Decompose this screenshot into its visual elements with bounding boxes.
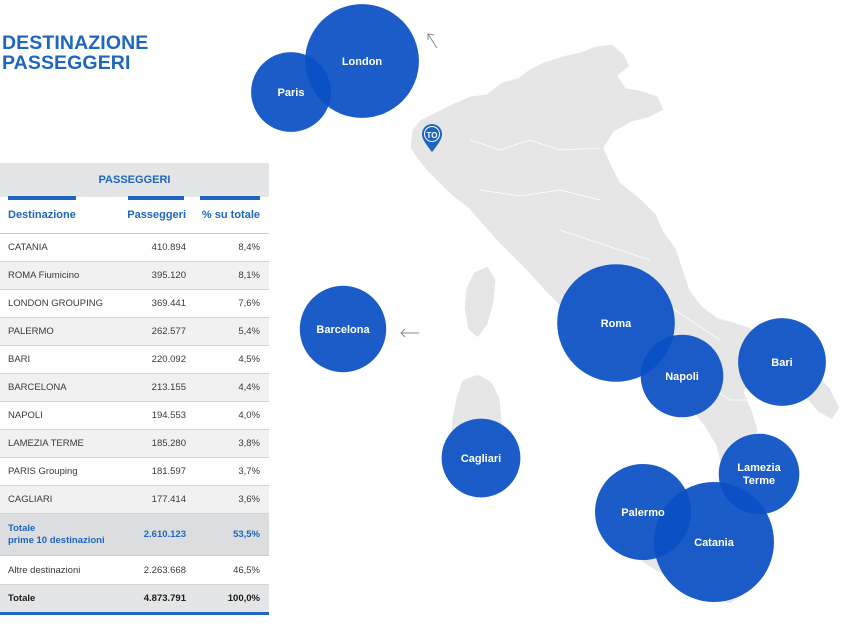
row-passengers: 262.577: [151, 326, 186, 337]
passengers-table: PASSEGGERI Destinazione Passeggeri % su …: [0, 163, 269, 615]
group-header-label: PASSEGGERI: [98, 174, 171, 186]
bubble-label-napoli: Napoli: [665, 371, 699, 383]
col-passengers: Passeggeri: [127, 209, 186, 221]
other-passengers: 2.263.668: [143, 564, 186, 576]
bubble-label-lamezia-terme: Lamezia Terme: [737, 462, 781, 487]
row-share: 5,4%: [238, 326, 260, 337]
bubble-label-roma: Roma: [601, 318, 632, 330]
other-label: Altre destinazioni: [8, 564, 81, 576]
row-share: 4,5%: [238, 354, 260, 365]
bubble-label-paris: Paris: [278, 87, 305, 99]
table-group-header: PASSEGGERI: [0, 163, 269, 200]
row-passengers: 213.155: [151, 382, 186, 393]
bubble-label-bari: Bari: [771, 357, 792, 369]
row-destination: BARCELONA: [8, 382, 67, 393]
row-destination: BARI: [8, 354, 31, 365]
table-row: LAMEZIA TERME 185.280 3,8%: [0, 430, 269, 458]
total-underline: [0, 612, 269, 615]
title-line-2: PASSEGGERI: [2, 52, 131, 74]
bubble-barcelona: [299, 285, 387, 373]
subtotal-label: Totale prime 10 destinazioni: [0, 523, 120, 547]
column-headers: Destinazione Passeggeri % su totale: [0, 197, 269, 234]
row-passengers: 395.120: [151, 270, 186, 281]
row-destination: CATANIA: [8, 242, 48, 253]
total-passengers: 4.873.791: [143, 593, 186, 604]
row-passengers: 194.553: [151, 410, 186, 421]
bubble-label-cagliari: Cagliari: [461, 453, 501, 465]
row-share: 3,7%: [238, 466, 260, 477]
row-destination: CAGLIARI: [8, 494, 53, 505]
row-passengers: 410.894: [151, 242, 186, 253]
row-share: 4,0%: [238, 410, 260, 421]
row-passengers: 181.597: [151, 466, 186, 477]
table-row: CAGLIARI 177.414 3,6%: [0, 486, 269, 514]
row-share: 3,8%: [238, 438, 260, 449]
bubble-roma: [557, 264, 675, 382]
bubble-napoli: [640, 334, 724, 418]
destination-bubbles: London Paris Barcelona Roma Napoli Bari Caglia…: [251, 4, 826, 602]
arrow-barcelona: [400, 328, 419, 338]
bubble-label-palermo: Palermo: [621, 507, 665, 519]
title-line-1: DESTINAZIONE: [2, 32, 149, 54]
col-destination: Destinazione: [8, 209, 76, 221]
col-share: % su totale: [201, 209, 260, 221]
subtotal-passengers: 2.610.123: [143, 528, 186, 540]
origin-marker-icon: TO: [422, 124, 442, 152]
row-passengers: 369.441: [151, 298, 186, 309]
row-share: 3,6%: [238, 494, 260, 505]
subtotal-label-line1: Totale: [8, 522, 36, 534]
row-share: 8,4%: [238, 242, 260, 253]
header-underlines: [0, 196, 269, 201]
bubble-bari: [738, 318, 826, 406]
other-share: 46,5%: [233, 564, 260, 576]
bubble-paris: [251, 52, 331, 132]
bubble-label-london: London: [342, 56, 383, 68]
row-destination: LONDON GROUPING: [8, 298, 104, 309]
row-share: 7,6%: [238, 298, 260, 309]
total-label: Totale: [8, 593, 36, 604]
bubble-label-catania: Catania: [694, 537, 735, 549]
table-row: ROMA Fiumicino 395.120 8,1%: [0, 262, 269, 290]
subtotal-row: Totale prime 10 destinazioni 2.610.123 5…: [0, 514, 269, 556]
bubble-london: [305, 4, 419, 118]
row-destination: NAPOLI: [8, 410, 43, 421]
bubble-label-barcelona: Barcelona: [316, 324, 370, 336]
bubble-catania: [654, 482, 774, 602]
table-row: LONDON GROUPING 369.441 7,6%: [0, 290, 269, 318]
row-destination: PALERMO: [8, 326, 54, 337]
row-destination: LAMEZIA TERME: [8, 438, 84, 449]
subtotal-label-line2: prime 10 destinazioni: [8, 534, 105, 546]
row-passengers: 177.414: [151, 494, 186, 505]
row-share: 4,4%: [238, 382, 260, 393]
page-title: DESTINAZIONE PASSEGGERI: [2, 33, 148, 73]
row-destination: ROMA Fiumicino: [8, 270, 80, 281]
total-row: Totale 4.873.791 100,0%: [0, 585, 269, 612]
bubble-cagliari: [441, 418, 521, 498]
row-passengers: 220.092: [151, 354, 186, 365]
other-row: Altre destinazioni 2.263.668 46,5%: [0, 556, 269, 585]
origin-marker-label: TO: [427, 131, 438, 140]
table-row: BARI 220.092 4,5%: [0, 346, 269, 374]
row-passengers: 185.280: [151, 438, 186, 449]
table-row: BARCELONA 213.155 4,4%: [0, 374, 269, 402]
subtotal-share: 53,5%: [233, 528, 260, 540]
row-destination: PARIS Grouping: [8, 466, 78, 477]
arrow-london: [427, 33, 438, 49]
table-row: PALERMO 262.577 5,4%: [0, 318, 269, 346]
table-row: CATANIA 410.894 8,4%: [0, 234, 269, 262]
row-share: 8,1%: [238, 270, 260, 281]
total-share: 100,0%: [227, 593, 260, 604]
table-row: PARIS Grouping 181.597 3,7%: [0, 458, 269, 486]
table-row: NAPOLI 194.553 4,0%: [0, 402, 269, 430]
corsica: [463, 265, 497, 339]
